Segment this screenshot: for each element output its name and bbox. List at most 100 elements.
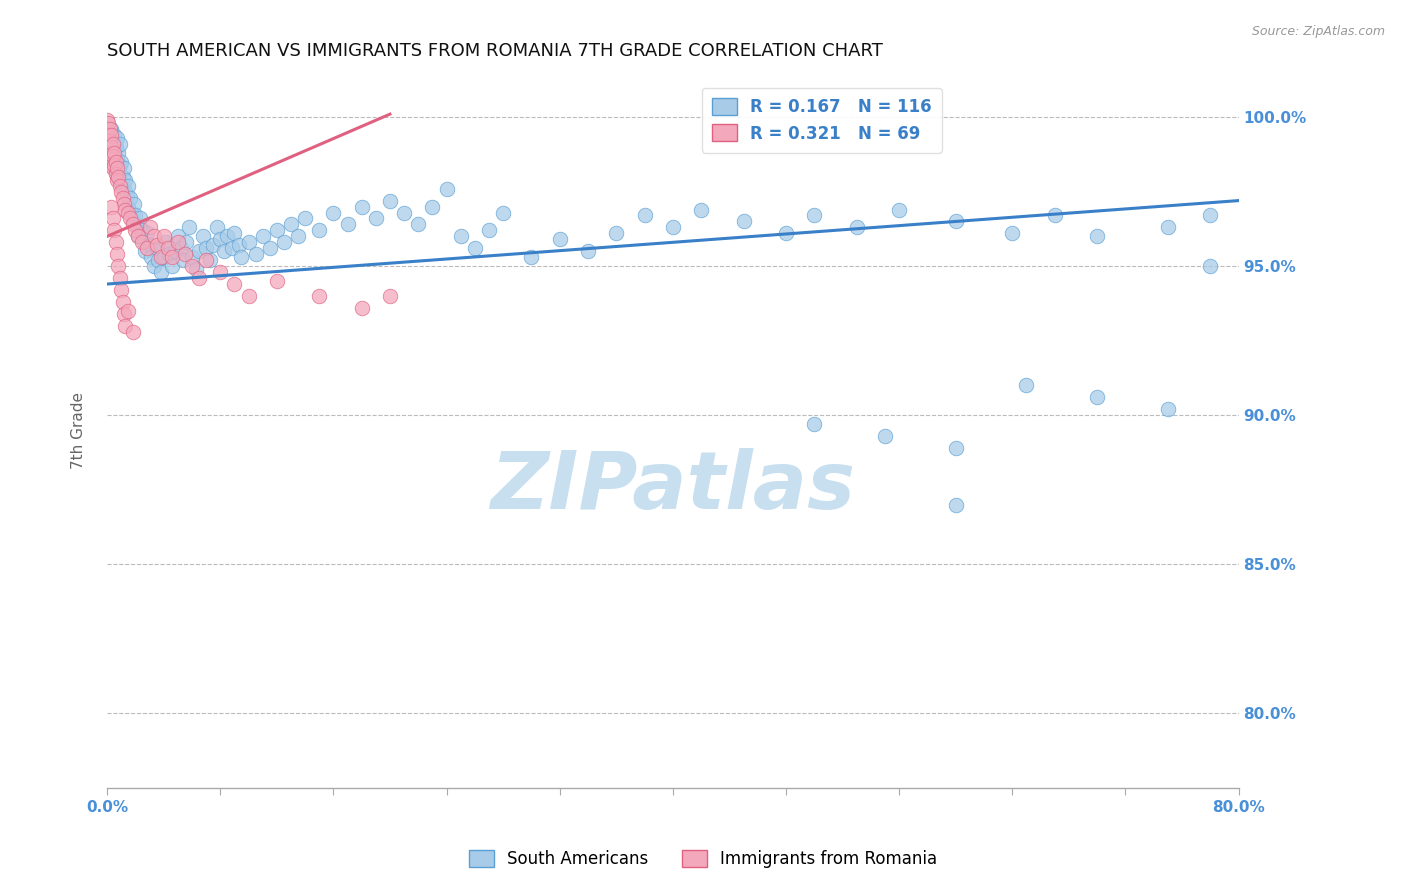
- Point: [101, 136, 124, 151]
- Point: [100, 122, 122, 136]
- Point: [733, 214, 755, 228]
- Point: [945, 214, 967, 228]
- Point: [803, 417, 825, 431]
- Point: [259, 241, 281, 255]
- Point: [103, 223, 125, 237]
- Point: [228, 238, 250, 252]
- Point: [138, 238, 160, 252]
- Point: [163, 244, 186, 259]
- Point: [169, 241, 191, 255]
- Point: [195, 253, 218, 268]
- Point: [422, 200, 444, 214]
- Point: [122, 196, 145, 211]
- Point: [97, 128, 120, 142]
- Point: [101, 134, 124, 148]
- Point: [217, 229, 239, 244]
- Point: [125, 220, 148, 235]
- Point: [105, 131, 128, 145]
- Point: [100, 140, 122, 154]
- Point: [350, 200, 373, 214]
- Point: [308, 289, 330, 303]
- Point: [172, 253, 194, 268]
- Point: [378, 289, 401, 303]
- Point: [464, 241, 486, 255]
- Point: [266, 223, 288, 237]
- Point: [101, 149, 124, 163]
- Point: [107, 169, 129, 184]
- Point: [322, 205, 344, 219]
- Point: [142, 229, 165, 244]
- Point: [188, 244, 211, 259]
- Point: [155, 235, 177, 250]
- Point: [131, 235, 153, 250]
- Point: [605, 227, 627, 241]
- Point: [294, 211, 316, 226]
- Point: [548, 232, 571, 246]
- Point: [160, 259, 183, 273]
- Point: [108, 271, 131, 285]
- Point: [149, 250, 172, 264]
- Point: [104, 163, 127, 178]
- Point: [98, 128, 121, 142]
- Point: [160, 250, 183, 264]
- Point: [98, 158, 121, 172]
- Point: [139, 250, 162, 264]
- Point: [224, 277, 246, 291]
- Point: [166, 235, 188, 250]
- Point: [803, 209, 825, 223]
- Point: [193, 229, 215, 244]
- Text: SOUTH AMERICAN VS IMMIGRANTS FROM ROMANIA 7TH GRADE CORRELATION CHART: SOUTH AMERICAN VS IMMIGRANTS FROM ROMANI…: [107, 42, 883, 60]
- Point: [127, 229, 149, 244]
- Point: [145, 238, 167, 252]
- Point: [107, 169, 129, 184]
- Legend: South Americans, Immigrants from Romania: South Americans, Immigrants from Romania: [463, 843, 943, 875]
- Point: [97, 116, 120, 130]
- Point: [97, 154, 120, 169]
- Point: [121, 218, 143, 232]
- Point: [138, 220, 160, 235]
- Point: [114, 318, 136, 333]
- Point: [945, 498, 967, 512]
- Point: [132, 235, 155, 250]
- Point: [97, 145, 120, 160]
- Point: [266, 274, 288, 288]
- Point: [436, 182, 458, 196]
- Text: ZIPatlas: ZIPatlas: [491, 449, 855, 526]
- Point: [101, 211, 124, 226]
- Point: [98, 122, 121, 136]
- Point: [1015, 378, 1038, 392]
- Point: [207, 220, 229, 235]
- Point: [231, 250, 253, 264]
- Point: [308, 223, 330, 237]
- Point: [101, 154, 124, 169]
- Point: [406, 218, 429, 232]
- Point: [181, 250, 204, 264]
- Point: [111, 191, 134, 205]
- Point: [117, 178, 139, 193]
- Point: [112, 182, 135, 196]
- Point: [287, 229, 309, 244]
- Point: [142, 259, 165, 273]
- Point: [478, 223, 501, 237]
- Point: [108, 178, 131, 193]
- Point: [576, 244, 599, 259]
- Point: [112, 161, 135, 175]
- Point: [121, 325, 143, 339]
- Point: [105, 172, 128, 186]
- Point: [152, 250, 174, 264]
- Point: [103, 158, 125, 172]
- Point: [103, 145, 125, 160]
- Point: [121, 214, 143, 228]
- Point: [98, 134, 121, 148]
- Point: [156, 241, 179, 255]
- Point: [252, 229, 274, 244]
- Point: [104, 235, 127, 250]
- Point: [350, 301, 373, 315]
- Point: [873, 429, 896, 443]
- Point: [105, 154, 128, 169]
- Point: [117, 304, 139, 318]
- Y-axis label: 7th Grade: 7th Grade: [72, 392, 86, 468]
- Point: [107, 145, 129, 160]
- Point: [108, 158, 131, 172]
- Point: [96, 122, 118, 136]
